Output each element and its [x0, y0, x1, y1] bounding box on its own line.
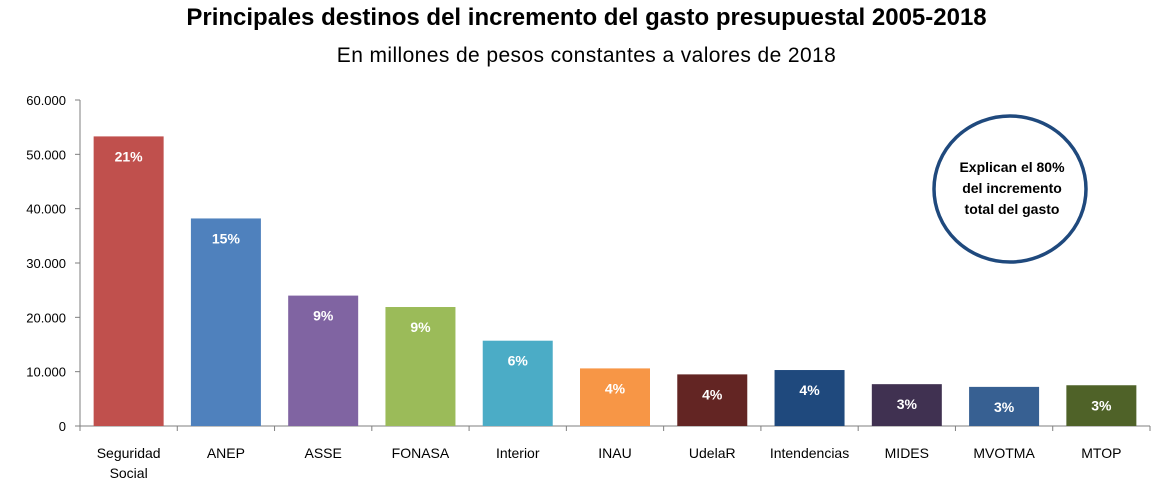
bar-data-label: 4% [799, 382, 820, 398]
x-category-label-line: MTOP [1081, 445, 1121, 461]
bar-data-label: 6% [508, 353, 529, 369]
x-category-label-line: UdelaR [689, 445, 736, 461]
bar [969, 386, 1040, 426]
bar-data-label: 3% [897, 396, 918, 412]
bar [580, 368, 650, 426]
bar [482, 340, 553, 426]
y-tick-label: 10.000 [26, 365, 66, 380]
x-category-label-line: FONASA [392, 445, 450, 461]
annotation-text: total del gasto [965, 201, 1060, 217]
x-category-label: MVOTMA [973, 445, 1035, 461]
annotation-circle [932, 114, 1088, 264]
chart-subtitle: En millones de pesos constantes a valore… [336, 44, 837, 67]
bar-data-label: 3% [994, 399, 1015, 415]
y-tick-label: 60.000 [26, 93, 66, 108]
y-tick-label: 50.000 [26, 147, 66, 162]
x-category-label: INAU [598, 445, 631, 461]
x-category-label-line: MVOTMA [973, 445, 1035, 461]
x-category-label: Intendencias [770, 445, 849, 461]
bar [677, 374, 748, 426]
bar-data-label: 4% [605, 380, 626, 396]
x-category-label-line: Social [110, 465, 148, 481]
bar-data-label: 9% [410, 319, 431, 335]
chart-title: Principales destinos del incremento del … [186, 4, 987, 31]
y-tick-label: 30.000 [26, 256, 66, 271]
x-category-label: UdelaR [689, 445, 736, 461]
x-category-label-line: Intendencias [770, 445, 849, 461]
annotation-text: Explican el 80% [959, 159, 1065, 175]
x-category-label: ASSE [305, 445, 342, 461]
y-tick-label: 40.000 [26, 202, 66, 217]
y-tick-label: 0 [59, 419, 66, 434]
x-category-label: MIDES [885, 445, 929, 461]
x-category-label-line: Seguridad [97, 445, 161, 461]
x-category-label-line: INAU [598, 445, 631, 461]
x-category-label-line: MIDES [885, 445, 929, 461]
x-category-label: Seguridad Social [97, 445, 161, 481]
bar [288, 295, 359, 426]
x-category-label-line: ASSE [305, 445, 342, 461]
bar-data-label: 15% [212, 230, 241, 246]
bar-data-label: 21% [115, 148, 144, 164]
chart-bars: 21% Seguridad Social 15% ANEP 9% ASSE 9% FONASA 6… [93, 136, 1137, 481]
bar-data-label: 9% [313, 308, 334, 324]
bar [774, 370, 845, 426]
bar-data-label: 3% [1091, 397, 1112, 413]
annotation-group: Explican el 80% del incremento total del g… [932, 114, 1088, 264]
x-category-label: FONASA [392, 445, 450, 461]
bar [385, 307, 456, 426]
bar [190, 218, 261, 426]
x-category-label: ANEP [207, 445, 245, 461]
x-category-label-line: Interior [496, 445, 540, 461]
x-category-label-line: ANEP [207, 445, 245, 461]
bar-data-label: 4% [702, 386, 723, 402]
bar [871, 384, 942, 426]
bar [93, 136, 164, 427]
x-category-label: MTOP [1081, 445, 1121, 461]
annotation-text: del incremento [962, 180, 1062, 196]
x-category-label: Interior [496, 445, 540, 461]
y-tick-label: 20.000 [26, 310, 66, 325]
bar [1066, 385, 1137, 426]
